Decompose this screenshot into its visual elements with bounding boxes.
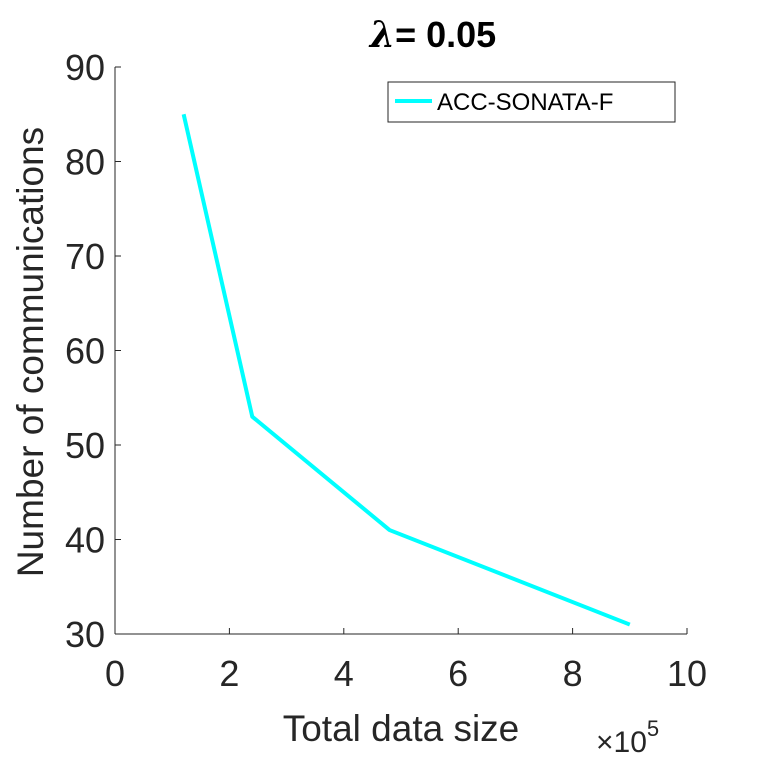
x-axis-label: Total data size [283,708,520,749]
legend-box [387,81,676,123]
x-tick-label: 10 [667,653,707,694]
y-tick-labels: 30 40 50 60 70 80 90 [65,47,105,655]
series-layer [181,113,631,627]
x-tick-labels: 0 2 4 6 8 10 [105,653,707,694]
y-tick-label: 80 [65,142,105,183]
x-tick-label: 4 [334,653,354,694]
y-tick-label: 90 [65,47,105,88]
x-axis-exponent-base: ×10 [596,726,647,759]
chart-title: λ= 0.05 [368,14,496,56]
y-tick-label: 50 [65,425,105,466]
legend: ACC-SONATA-F [387,81,676,123]
x-axis-exponent-power: 5 [647,716,659,741]
x-tick-label: 6 [448,653,468,694]
y-axis-label: Number of communications [10,127,51,577]
x-axis-exponent: ×105 [596,716,659,759]
y-tick-label: 70 [65,236,105,277]
axes [114,67,687,635]
title-value: = 0.05 [395,14,496,55]
x-tick-label: 0 [105,653,125,694]
legend-label: ACC-SONATA-F [437,89,613,116]
tick-marks [114,66,688,635]
x-tick-label: 8 [563,653,583,694]
y-tick-label: 30 [65,614,105,655]
series-line [181,113,631,627]
y-tick-label: 60 [65,331,105,372]
y-tick-label: 40 [65,520,105,561]
x-tick-label: 2 [219,653,239,694]
title-symbol: λ [368,14,395,56]
